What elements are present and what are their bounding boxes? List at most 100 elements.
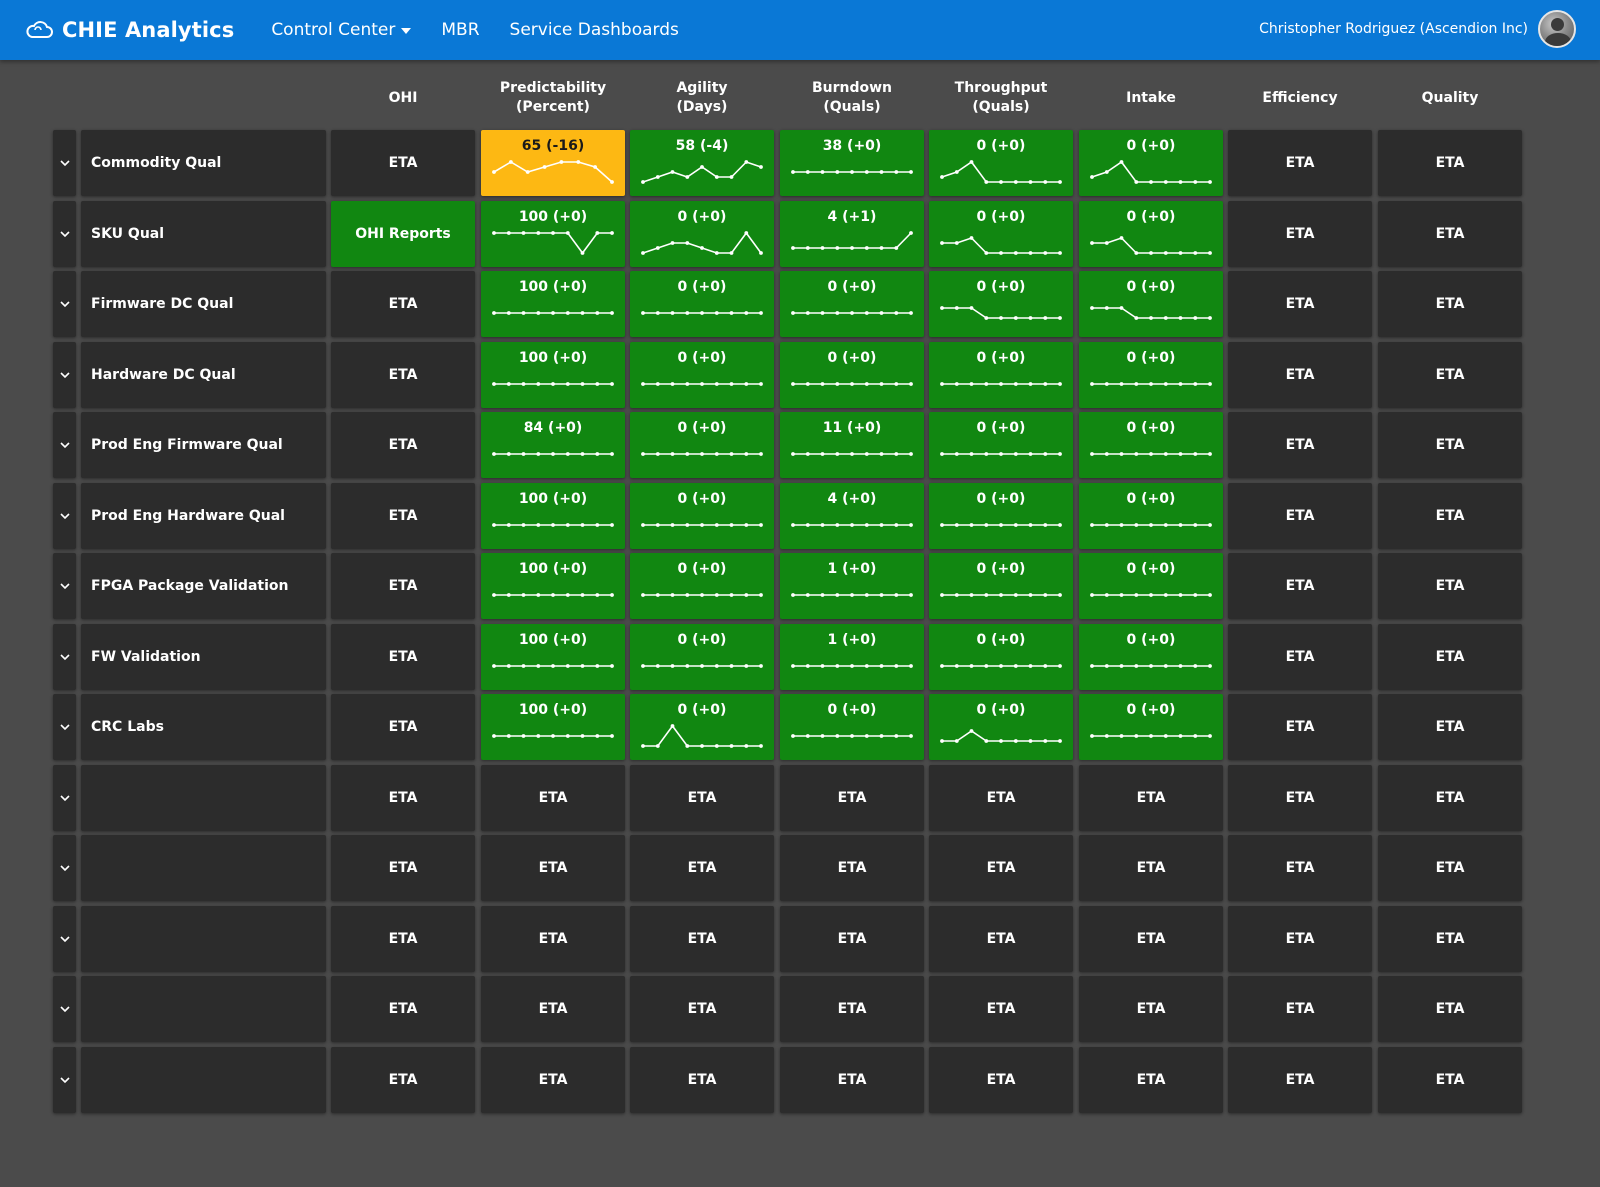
sparkline-point [969, 593, 974, 597]
intake-metric-cell[interactable]: 0 (+0) [1079, 271, 1223, 337]
burndown-metric-cell[interactable]: 0 (+0) [780, 342, 924, 408]
row-name-cell: Hardware DC Qual [81, 342, 326, 408]
throughput-metric-cell[interactable]: 0 (+0) [929, 624, 1073, 690]
nav-service-dashboards[interactable]: Service Dashboards [510, 20, 679, 40]
agility-metric-cell[interactable]: 0 (+0) [630, 271, 774, 337]
expand-row-button[interactable] [53, 765, 76, 831]
throughput-metric-cell[interactable]: 0 (+0) [929, 342, 1073, 408]
expand-row-button[interactable] [53, 835, 76, 901]
agility-metric-cell[interactable]: 0 (+0) [630, 412, 774, 478]
throughput-metric-cell[interactable]: 0 (+0) [929, 483, 1073, 549]
predictability-metric-cell[interactable]: 100 (+0) [481, 271, 625, 337]
agility-metric-cell[interactable]: 0 (+0) [630, 342, 774, 408]
sparkline-point [894, 382, 899, 386]
agility-metric-cell[interactable]: 0 (+0) [630, 201, 774, 267]
agility-metric-cell[interactable]: 0 (+0) [630, 553, 774, 619]
intake-metric-cell[interactable]: 0 (+0) [1079, 342, 1223, 408]
table-row: ETA ETA ETA ETA ETA ETA ETA ETA [0, 976, 1600, 1042]
intake-metric-cell[interactable]: 0 (+0) [1079, 624, 1223, 690]
sparkline-point [729, 175, 734, 179]
throughput-metric-cell[interactable]: 0 (+0) [929, 553, 1073, 619]
predictability-metric-cell[interactable]: 100 (+0) [481, 483, 625, 549]
burndown-metric-cell[interactable]: 4 (+1) [780, 201, 924, 267]
chevron-down-icon [59, 513, 70, 520]
brand-home-link[interactable]: CHIE Analytics [24, 18, 234, 42]
sparkline-point [954, 664, 959, 668]
agility-metric-cell[interactable]: 0 (+0) [630, 624, 774, 690]
user-menu[interactable]: Christopher Rodriguez (Ascendion Inc) [1259, 10, 1576, 48]
sparkline-point [670, 382, 675, 386]
predictability-metric-cell[interactable]: 100 (+0) [481, 694, 625, 760]
intake-metric-cell[interactable]: 0 (+0) [1079, 694, 1223, 760]
burndown-metric-cell[interactable]: 0 (+0) [780, 694, 924, 760]
expand-row-button[interactable] [53, 271, 76, 337]
quality-cell: ETA [1378, 694, 1522, 760]
sparkline-point [820, 452, 825, 456]
intake-metric-cell[interactable]: 0 (+0) [1079, 553, 1223, 619]
throughput-metric-cell[interactable]: 0 (+0) [929, 694, 1073, 760]
intake-metric-cell[interactable]: 0 (+0) [1079, 483, 1223, 549]
nav-mbr[interactable]: MBR [441, 20, 479, 40]
sparkline-point [1104, 452, 1109, 456]
agility-value: 0 (+0) [677, 561, 727, 577]
intake-metric-cell[interactable]: 0 (+0) [1079, 130, 1223, 196]
ohi-reports-link[interactable]: OHI Reports [331, 201, 475, 267]
row-name-cell: FW Validation [81, 624, 326, 690]
sparkline-point [492, 523, 496, 527]
expand-row-button[interactable] [53, 624, 76, 690]
sparkline-point [954, 593, 959, 597]
throughput-metric-cell[interactable]: 0 (+0) [929, 412, 1073, 478]
agility-metric-cell[interactable]: 58 (-4) [630, 130, 774, 196]
expand-row-button[interactable] [53, 130, 76, 196]
burndown-metric-cell[interactable]: 11 (+0) [780, 412, 924, 478]
intake-metric-cell[interactable]: 0 (+0) [1079, 201, 1223, 267]
intake-metric-cell[interactable]: 0 (+0) [1079, 412, 1223, 478]
sparkline-line [494, 232, 612, 255]
sparkline-point [894, 593, 899, 597]
row-name: Commodity Qual [91, 155, 222, 171]
agility-metric-cell[interactable]: 0 (+0) [630, 694, 774, 760]
throughput-cell: ETA [929, 906, 1073, 972]
expand-row-button[interactable] [53, 342, 76, 408]
agility-metric-cell[interactable]: 0 (+0) [630, 483, 774, 549]
burndown-metric-cell[interactable]: 0 (+0) [780, 271, 924, 337]
expand-row-button[interactable] [53, 694, 76, 760]
burndown-metric-cell[interactable]: 1 (+0) [780, 624, 924, 690]
expand-row-button[interactable] [53, 906, 76, 972]
sparkline-point [820, 664, 825, 668]
predictability-metric-cell[interactable]: 65 (-16) [481, 130, 625, 196]
expand-row-button[interactable] [53, 553, 76, 619]
chevron-down-icon [59, 583, 70, 590]
sparkline-point [700, 593, 704, 597]
sparkline-point [969, 382, 974, 386]
throughput-metric-cell[interactable]: 0 (+0) [929, 130, 1073, 196]
expand-row-button[interactable] [53, 976, 76, 1042]
sparkline-point [864, 170, 869, 174]
throughput-metric-cell[interactable]: 0 (+0) [929, 201, 1073, 267]
predictability-metric-cell[interactable]: 100 (+0) [481, 201, 625, 267]
sparkline-point [864, 246, 869, 250]
predictability-metric-cell[interactable]: 84 (+0) [481, 412, 625, 478]
expand-row-button[interactable] [53, 201, 76, 267]
sparkline-point [593, 165, 597, 169]
avatar[interactable] [1538, 10, 1576, 48]
predictability-metric-cell[interactable]: 100 (+0) [481, 553, 625, 619]
burndown-metric-cell[interactable]: 1 (+0) [780, 553, 924, 619]
sparkline-point [909, 593, 913, 597]
predictability-metric-cell[interactable]: 100 (+0) [481, 342, 625, 408]
burndown-metric-cell[interactable]: 4 (+0) [780, 483, 924, 549]
ohi-cell: ETA [331, 271, 475, 337]
expand-row-button[interactable] [53, 483, 76, 549]
quality-cell: ETA [1378, 130, 1522, 196]
sparkline-point [506, 382, 511, 386]
burndown-metric-cell[interactable]: 38 (+0) [780, 130, 924, 196]
throughput-metric-cell[interactable]: 0 (+0) [929, 271, 1073, 337]
sparkline-point [894, 311, 899, 315]
sparkline-point [492, 311, 496, 315]
expand-row-button[interactable] [53, 1047, 76, 1113]
sparkline-point [565, 452, 570, 456]
nav-control-center[interactable]: Control Center [271, 20, 412, 40]
expand-row-button[interactable] [53, 412, 76, 478]
sparkline-point [1208, 593, 1212, 597]
predictability-metric-cell[interactable]: 100 (+0) [481, 624, 625, 690]
